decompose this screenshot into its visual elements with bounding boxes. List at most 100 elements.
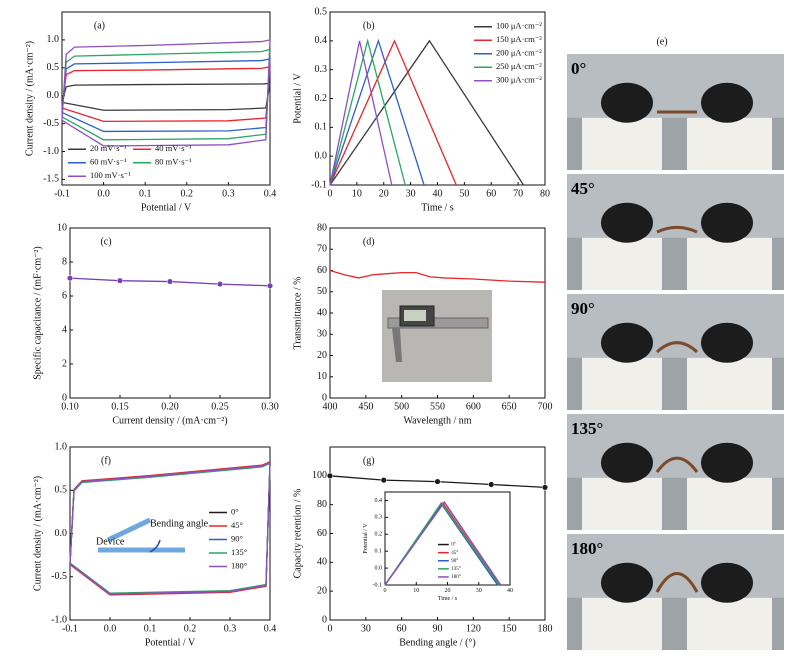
- y-tick-label: -0.1: [373, 582, 383, 588]
- x-tick-label: 0.20: [161, 401, 179, 412]
- x-tick-label: 0.3: [222, 188, 235, 199]
- panel-label: (b): [363, 20, 375, 31]
- x-tick-label: 700: [538, 401, 553, 412]
- clamp-block: [687, 477, 772, 530]
- data-line: [329, 40, 393, 186]
- data-point: [488, 481, 495, 488]
- clamp-block: [582, 357, 662, 410]
- x-axis-label: Bending angle / (°): [399, 637, 475, 648]
- y-tick-label: 0.4: [375, 498, 383, 504]
- photo-caption: 0°: [571, 59, 586, 78]
- panel-label: (d): [363, 236, 375, 247]
- photo-caption: 180°: [571, 539, 603, 558]
- x-tick-label: 450: [358, 401, 373, 412]
- knob: [601, 562, 653, 603]
- y-axis-label: Potential / V: [292, 73, 303, 124]
- x-axis-label: Wavelength / nm: [403, 415, 471, 426]
- y-tick-label: 50: [317, 286, 327, 297]
- y-axis-label: Specific capacitance / (mF·cm⁻²): [32, 246, 43, 380]
- data-line: [384, 501, 500, 586]
- x-tick-label: 0.0: [104, 623, 117, 634]
- y-tick-label: 0.2: [375, 532, 383, 538]
- legend-label: 300 μA·cm⁻²: [496, 75, 542, 85]
- y-tick-label: 20: [317, 585, 327, 596]
- y-axis-label: Transmittance / %: [292, 277, 303, 350]
- x-tick-label: 0.1: [144, 623, 157, 634]
- x-tick-label: 600: [466, 401, 481, 412]
- x-tick-label: 30: [476, 588, 482, 594]
- data-line: [329, 39, 525, 186]
- y-tick-label: 8: [62, 256, 67, 267]
- data-point: [326, 472, 334, 479]
- legend-label: 100 μA·cm⁻²: [496, 21, 542, 31]
- panel-label: (f): [101, 455, 111, 466]
- y-tick-label: 6: [62, 290, 67, 301]
- data-line: [61, 48, 271, 141]
- legend-label: 80 mV·s⁻¹: [155, 157, 192, 167]
- y-tick-label: 0: [322, 392, 327, 403]
- x-tick-label: -0.1: [62, 623, 78, 634]
- clamp-block: [687, 117, 772, 170]
- knob: [601, 82, 653, 123]
- x-tick-label: 550: [430, 401, 445, 412]
- x-tick-label: 0.3: [224, 623, 237, 634]
- annotation: Device: [96, 536, 125, 547]
- legend-label: 90°: [451, 557, 458, 564]
- y-tick-label: 0.3: [315, 64, 328, 75]
- x-tick-label: 120: [466, 623, 481, 634]
- chart-panel: 400 450 500 550 600 650 700 0 10 20 30 40 50 60 70 80 Wa…: [292, 222, 552, 426]
- y-tick-label: 0: [62, 392, 67, 403]
- y-tick-label: 10: [57, 222, 67, 233]
- y-tick-label: 0.4: [315, 35, 328, 46]
- y-tick-label: 0.0: [315, 150, 328, 161]
- y-tick-label: -0.5: [43, 118, 59, 129]
- x-tick-label: 0: [328, 188, 333, 199]
- data-point: [116, 277, 124, 284]
- clamp-block: [582, 597, 662, 650]
- x-tick-label: 70: [513, 188, 523, 199]
- data-line: [61, 65, 271, 123]
- y-axis-label: Current density / (mA·cm⁻²): [24, 41, 35, 156]
- knob: [601, 202, 653, 243]
- y-tick-label: 0.1: [315, 122, 328, 133]
- knob: [601, 442, 653, 483]
- x-tick-label: 0.30: [261, 401, 279, 412]
- angle-arrow: [149, 539, 161, 553]
- x-tick-label: 90: [433, 623, 443, 634]
- device-strip: [98, 517, 185, 553]
- y-tick-label: -1.0: [43, 146, 59, 157]
- x-tick-label: 20: [379, 188, 389, 199]
- x-tick-label: 0.15: [111, 401, 129, 412]
- x-tick-label: -0.1: [54, 188, 70, 199]
- device-sample: [655, 572, 699, 593]
- photo-caption: 45°: [571, 179, 595, 198]
- clamp-block: [582, 117, 662, 170]
- caliper-jaw: [392, 328, 402, 362]
- y-tick-label: 30: [317, 329, 327, 340]
- x-tick-label: 0: [384, 588, 387, 594]
- data-line: [61, 82, 271, 111]
- caliper-body: [387, 317, 489, 329]
- device-sample: [655, 456, 699, 473]
- clamp-block: [687, 597, 772, 650]
- plot-frame: [61, 11, 271, 186]
- data-line: [329, 38, 425, 186]
- chart-panel: 0 10 20 30 40 -0.1 0.0 0.1 0.2 0.3 0.4 Time / s Pote…: [363, 491, 513, 602]
- photo-caption: 90°: [571, 299, 595, 318]
- photo-caption: 135°: [571, 419, 603, 438]
- legend-label: 150 μA·cm⁻²: [496, 34, 542, 44]
- legend-label: 135°: [231, 547, 247, 557]
- data-line: [69, 461, 271, 595]
- y-tick-label: 1.0: [55, 441, 68, 452]
- panel-label: (a): [94, 20, 105, 31]
- data-point: [216, 281, 224, 288]
- chart-panel: 0.10 0.15 0.20 0.25 0.30 0 2 4 6 8 10 Current densi…: [32, 222, 278, 426]
- x-tick-label: 400: [323, 401, 338, 412]
- y-tick-label: 80: [317, 499, 327, 510]
- panel-label: (g): [363, 455, 375, 466]
- data-point: [541, 484, 549, 491]
- x-tick-label: 0: [328, 623, 333, 634]
- device-sample: [655, 341, 699, 354]
- x-tick-label: 30: [361, 623, 371, 634]
